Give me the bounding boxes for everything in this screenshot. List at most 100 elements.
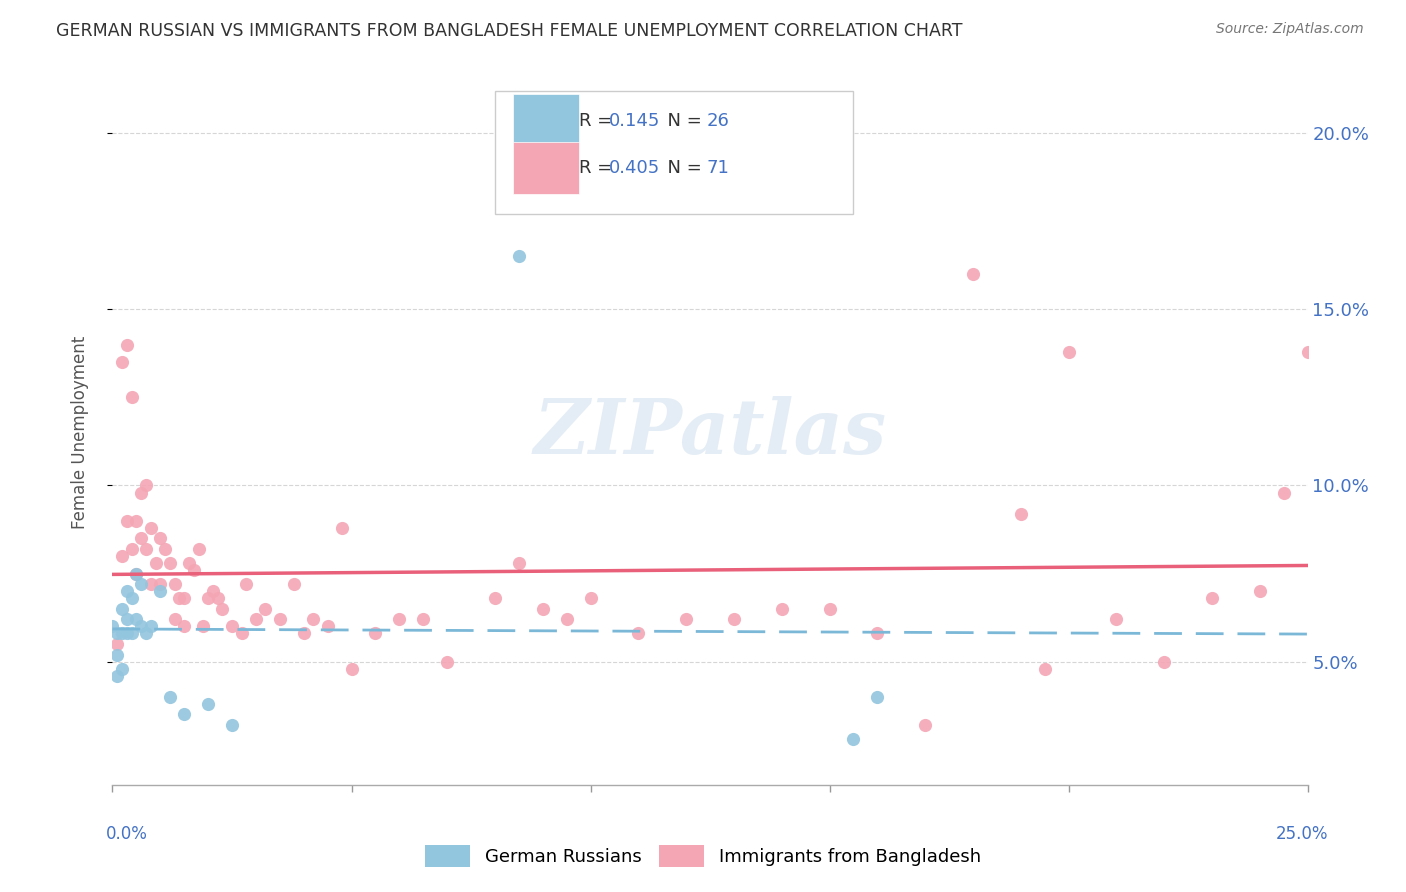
- Point: [159, 556, 181, 570]
- Point: [173, 619, 195, 633]
- Point: [531, 601, 554, 615]
- Point: [101, 619, 124, 633]
- Point: [316, 619, 339, 633]
- Point: [221, 619, 243, 633]
- Point: [330, 521, 353, 535]
- Point: [111, 549, 134, 563]
- Text: R =: R =: [579, 112, 617, 130]
- Point: [169, 591, 191, 606]
- Point: [159, 690, 181, 704]
- Point: [163, 577, 186, 591]
- Text: Source: ZipAtlas.com: Source: ZipAtlas.com: [1216, 22, 1364, 37]
- FancyBboxPatch shape: [495, 91, 853, 214]
- Point: [245, 612, 267, 626]
- Point: [1153, 655, 1175, 669]
- Point: [135, 541, 157, 556]
- Point: [235, 577, 257, 591]
- Point: [129, 531, 152, 545]
- Text: N =: N =: [657, 160, 707, 178]
- Point: [115, 626, 138, 640]
- Point: [111, 601, 134, 615]
- Point: [231, 626, 253, 640]
- Point: [193, 619, 215, 633]
- Point: [121, 391, 143, 405]
- Point: [914, 718, 936, 732]
- Point: [388, 612, 411, 626]
- Point: [187, 541, 209, 556]
- Text: GERMAN RUSSIAN VS IMMIGRANTS FROM BANGLADESH FEMALE UNEMPLOYMENT CORRELATION CHA: GERMAN RUSSIAN VS IMMIGRANTS FROM BANGLA…: [56, 22, 963, 40]
- Point: [149, 584, 172, 599]
- Point: [111, 355, 134, 369]
- Point: [1010, 507, 1032, 521]
- Point: [508, 556, 530, 570]
- Point: [627, 626, 650, 640]
- Point: [1296, 344, 1319, 359]
- Point: [201, 584, 224, 599]
- Point: [197, 591, 219, 606]
- Point: [135, 626, 157, 640]
- Point: [149, 577, 172, 591]
- FancyBboxPatch shape: [513, 142, 579, 194]
- Point: [364, 626, 387, 640]
- Text: 0.145: 0.145: [609, 112, 659, 130]
- Point: [484, 591, 506, 606]
- Point: [125, 566, 148, 581]
- Point: [177, 556, 200, 570]
- Point: [173, 591, 195, 606]
- Point: [340, 662, 363, 676]
- Point: [105, 626, 128, 640]
- Point: [962, 267, 984, 281]
- Point: [183, 563, 205, 577]
- Point: [129, 619, 152, 633]
- Point: [866, 626, 889, 640]
- Point: [105, 637, 128, 651]
- Point: [1057, 344, 1080, 359]
- Point: [292, 626, 315, 640]
- Point: [139, 577, 162, 591]
- Text: 0.405: 0.405: [609, 160, 659, 178]
- Point: [111, 626, 134, 640]
- Point: [139, 619, 162, 633]
- Point: [121, 626, 143, 640]
- Point: [135, 478, 157, 492]
- Text: 26: 26: [706, 112, 730, 130]
- Text: ZIPatlas: ZIPatlas: [533, 396, 887, 469]
- Point: [125, 612, 148, 626]
- Point: [579, 591, 602, 606]
- Point: [145, 556, 167, 570]
- Point: [197, 697, 219, 711]
- Point: [173, 707, 195, 722]
- Point: [1249, 584, 1271, 599]
- Point: [115, 612, 138, 626]
- Point: [105, 669, 128, 683]
- Point: [207, 591, 229, 606]
- Text: 0.0%: 0.0%: [105, 825, 148, 843]
- Text: N =: N =: [657, 112, 707, 130]
- Point: [1272, 485, 1295, 500]
- Point: [115, 584, 138, 599]
- Point: [105, 648, 128, 662]
- Point: [555, 612, 578, 626]
- Point: [254, 601, 277, 615]
- Point: [302, 612, 325, 626]
- Point: [508, 249, 530, 264]
- Point: [149, 531, 172, 545]
- Point: [1033, 662, 1056, 676]
- Point: [129, 577, 152, 591]
- Point: [139, 521, 162, 535]
- Point: [125, 514, 148, 528]
- Point: [153, 541, 176, 556]
- Point: [115, 337, 138, 351]
- FancyBboxPatch shape: [513, 95, 579, 147]
- Point: [818, 601, 841, 615]
- Point: [412, 612, 434, 626]
- Point: [1105, 612, 1128, 626]
- Point: [770, 601, 793, 615]
- Point: [211, 601, 233, 615]
- Point: [723, 612, 745, 626]
- Point: [1201, 591, 1223, 606]
- Point: [436, 655, 458, 669]
- Point: [675, 612, 697, 626]
- Point: [121, 541, 143, 556]
- Point: [129, 485, 152, 500]
